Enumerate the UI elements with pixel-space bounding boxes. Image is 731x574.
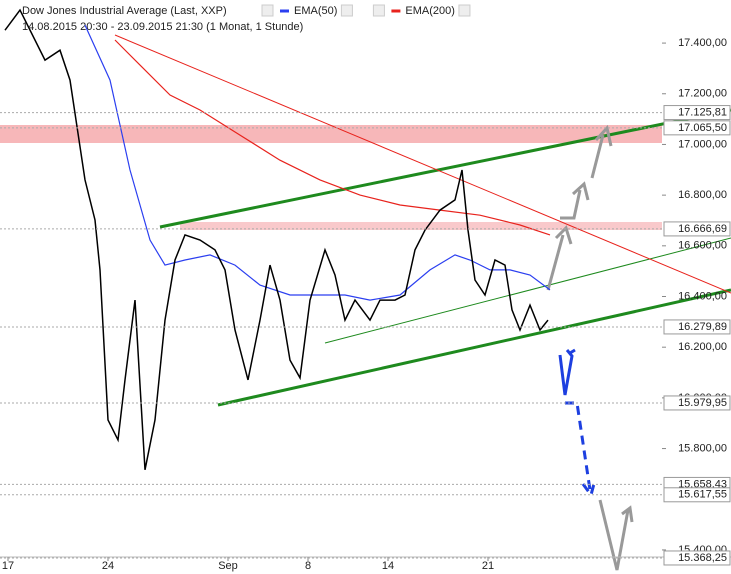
level-label: 16.666,69 (678, 223, 727, 235)
trend-lines (114, 34, 731, 407)
legend-label: EMA(50) (294, 5, 337, 17)
y-tick-label: 15.800,00 (678, 442, 727, 454)
level-label: 15.979,95 (678, 397, 727, 409)
arrow (558, 348, 576, 396)
arrow (546, 225, 573, 291)
x-tick-label: Sep (218, 560, 238, 572)
trend-line (159, 108, 731, 229)
price-line (4, 8, 549, 470)
level-label: 15.617,55 (678, 489, 727, 501)
arrow (565, 401, 597, 499)
ema-line (114, 39, 551, 236)
arrow (590, 124, 613, 179)
legend-box (372, 4, 385, 17)
y-tick-label: 16.800,00 (678, 189, 727, 201)
resistance-zone (180, 222, 662, 230)
legend-label: EMA(200) (405, 5, 455, 17)
trend-line (114, 34, 731, 294)
x-tick-label: 14 (382, 560, 394, 572)
level-box (663, 550, 731, 566)
level-box (663, 487, 731, 503)
y-tick-label: 17.000,00 (678, 138, 727, 150)
chart-title: Dow Jones Industrial Average (Last, XXP) (22, 5, 227, 17)
resistance-zone (0, 125, 662, 143)
legend-box (458, 4, 471, 17)
y-tick-label: 16.400,00 (678, 290, 727, 302)
trend-line (217, 288, 731, 407)
level-box (663, 221, 731, 237)
arrow (560, 181, 590, 220)
level-box (663, 120, 731, 136)
legend-box (261, 4, 274, 17)
trend-line (324, 237, 731, 344)
x-tick-label: 8 (305, 560, 311, 572)
y-tick-label: 16.200,00 (678, 341, 727, 353)
y-tick-label: 16.600,00 (678, 240, 727, 252)
level-label: 15.368,25 (678, 552, 727, 564)
level-box (663, 105, 731, 121)
x-tick-label: 24 (102, 560, 114, 572)
chart-subtitle: 14.08.2015 20:30 - 23.09.2015 21:30 (1 M… (22, 21, 303, 33)
level-label: 17.125,81 (678, 106, 727, 118)
level-box (663, 395, 731, 411)
ema-line (84, 24, 551, 301)
x-tick-label: 17 (2, 560, 14, 572)
level-label: 17.065,50 (678, 122, 727, 134)
level-box (663, 319, 731, 335)
legend-box (340, 4, 353, 17)
arrow (598, 499, 634, 571)
scenario-arrows (546, 124, 634, 571)
y-tick-label: 17.200,00 (678, 88, 727, 100)
x-tick-label: 21 (482, 560, 494, 572)
y-tick-label: 17.400,00 (678, 37, 727, 49)
level-label: 16.279,89 (678, 321, 727, 333)
